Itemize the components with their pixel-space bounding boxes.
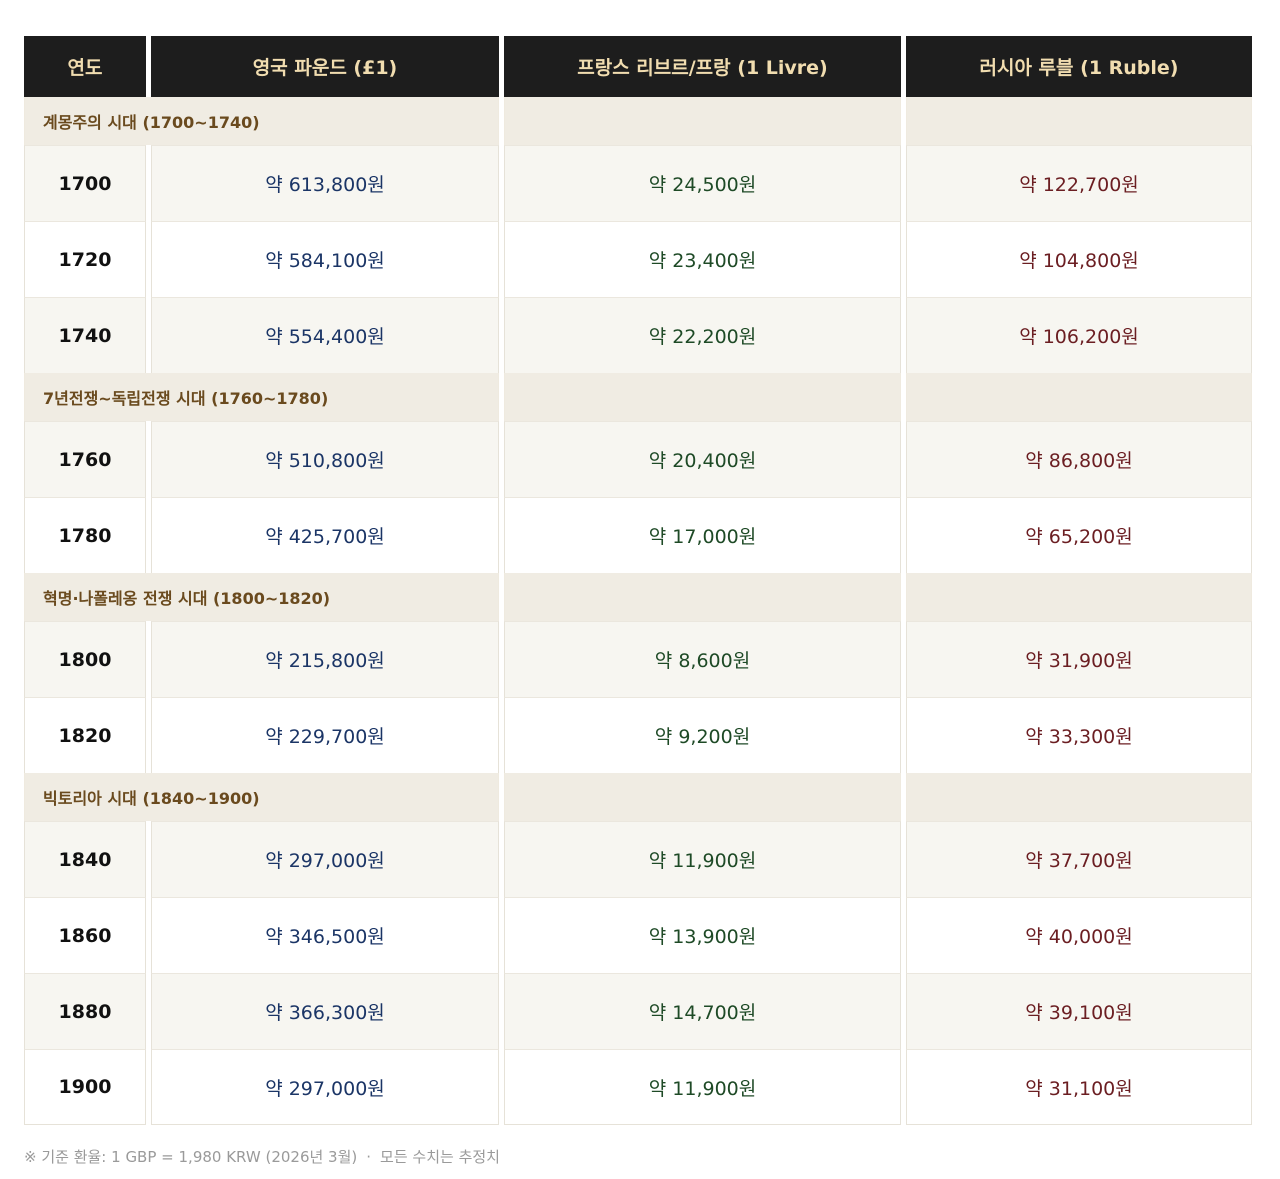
rub-value: 약 65,200원 <box>906 497 1252 573</box>
year-cell: 1740 <box>24 297 146 373</box>
era-empty-cell <box>504 573 901 621</box>
frf-value: 약 11,900원 <box>504 821 901 897</box>
table-row: 1740 약 554,400원 약 22,200원 약 106,200원 <box>24 297 1252 373</box>
footnote-separator: · <box>366 1148 372 1166</box>
frf-value: 약 11,900원 <box>504 1049 901 1125</box>
year-cell: 1820 <box>24 697 146 773</box>
rub-value: 약 86,800원 <box>906 421 1252 497</box>
frf-value: 약 14,700원 <box>504 973 901 1049</box>
header-frf: 프랑스 리브르/프랑 (1 Livre) <box>504 36 901 97</box>
year-cell: 1700 <box>24 145 146 221</box>
year-cell: 1900 <box>24 1049 146 1125</box>
era-label: 혁명·나폴레옹 전쟁 시대 (1800~1820) <box>43 589 331 608</box>
era-label-cell: 계몽주의 시대 (1700~1740) <box>24 97 499 145</box>
era-row: 계몽주의 시대 (1700~1740) <box>24 97 1252 145</box>
table-body: 계몽주의 시대 (1700~1740) 1700 약 613,800원 약 24,50… <box>24 97 1252 1125</box>
frf-value: 약 17,000원 <box>504 497 901 573</box>
year-cell: 1780 <box>24 497 146 573</box>
era-empty-cell <box>906 573 1252 621</box>
gbp-value: 약 584,100원 <box>151 221 499 297</box>
frf-value: 약 13,900원 <box>504 897 901 973</box>
footnote: ※ 기준 환율: 1 GBP = 1,980 KRW (2026년 3월) · 모든… <box>24 1146 500 1167</box>
rub-value: 약 31,900원 <box>906 621 1252 697</box>
era-label-cell: 7년전쟁~독립전쟁 시대 (1760~1780) <box>24 373 499 421</box>
year-cell: 1840 <box>24 821 146 897</box>
gbp-value: 약 346,500원 <box>151 897 499 973</box>
era-row: 혁명·나폴레옹 전쟁 시대 (1800~1820) <box>24 573 1252 621</box>
header-gbp: 영국 파운드 (£1) <box>151 36 499 97</box>
era-label-cell: 혁명·나폴레옹 전쟁 시대 (1800~1820) <box>24 573 499 621</box>
era-empty-cell <box>906 773 1252 821</box>
frf-value: 약 20,400원 <box>504 421 901 497</box>
frf-value: 약 24,500원 <box>504 145 901 221</box>
era-empty-cell <box>906 373 1252 421</box>
exchange-table-container: 연도 영국 파운드 (£1) 프랑스 리브르/프랑 (1 Livre) 러시아 … <box>24 36 1252 1125</box>
header-year: 연도 <box>24 36 146 97</box>
frf-value: 약 23,400원 <box>504 221 901 297</box>
gbp-value: 약 215,800원 <box>151 621 499 697</box>
table-row: 1820 약 229,700원 약 9,200원 약 33,300원 <box>24 697 1252 773</box>
gbp-value: 약 229,700원 <box>151 697 499 773</box>
era-row: 7년전쟁~독립전쟁 시대 (1760~1780) <box>24 373 1252 421</box>
era-label: 계몽주의 시대 (1700~1740) <box>43 113 260 132</box>
historical-exchange-table: 연도 영국 파운드 (£1) 프랑스 리브르/프랑 (1 Livre) 러시아 … <box>19 36 1257 1125</box>
gbp-value: 약 554,400원 <box>151 297 499 373</box>
table-row: 1800 약 215,800원 약 8,600원 약 31,900원 <box>24 621 1252 697</box>
year-cell: 1860 <box>24 897 146 973</box>
table-row: 1880 약 366,300원 약 14,700원 약 39,100원 <box>24 973 1252 1049</box>
year-cell: 1880 <box>24 973 146 1049</box>
rub-value: 약 40,000원 <box>906 897 1252 973</box>
gbp-value: 약 297,000원 <box>151 1049 499 1125</box>
rub-value: 약 37,700원 <box>906 821 1252 897</box>
header-rub: 러시아 루블 (1 Ruble) <box>906 36 1252 97</box>
gbp-value: 약 366,300원 <box>151 973 499 1049</box>
table-row: 1760 약 510,800원 약 20,400원 약 86,800원 <box>24 421 1252 497</box>
era-row: 빅토리아 시대 (1840~1900) <box>24 773 1252 821</box>
rub-value: 약 31,100원 <box>906 1049 1252 1125</box>
table-row: 1900 약 297,000원 약 11,900원 약 31,100원 <box>24 1049 1252 1125</box>
table-row: 1700 약 613,800원 약 24,500원 약 122,700원 <box>24 145 1252 221</box>
era-empty-cell <box>906 97 1252 145</box>
year-cell: 1800 <box>24 621 146 697</box>
table-row: 1720 약 584,100원 약 23,400원 약 104,800원 <box>24 221 1252 297</box>
frf-value: 약 22,200원 <box>504 297 901 373</box>
gbp-value: 약 297,000원 <box>151 821 499 897</box>
year-cell: 1720 <box>24 221 146 297</box>
table-header: 연도 영국 파운드 (£1) 프랑스 리브르/프랑 (1 Livre) 러시아 … <box>24 36 1252 97</box>
footnote-note: 모든 수치는 추정치 <box>380 1148 500 1166</box>
era-label: 빅토리아 시대 (1840~1900) <box>43 789 260 808</box>
frf-value: 약 9,200원 <box>504 697 901 773</box>
era-empty-cell <box>504 773 901 821</box>
rub-value: 약 106,200원 <box>906 297 1252 373</box>
era-empty-cell <box>504 97 901 145</box>
rub-value: 약 122,700원 <box>906 145 1252 221</box>
gbp-value: 약 425,700원 <box>151 497 499 573</box>
rub-value: 약 104,800원 <box>906 221 1252 297</box>
gbp-value: 약 613,800원 <box>151 145 499 221</box>
era-label: 7년전쟁~독립전쟁 시대 (1760~1780) <box>43 389 329 408</box>
header-row: 연도 영국 파운드 (£1) 프랑스 리브르/프랑 (1 Livre) 러시아 … <box>24 36 1252 97</box>
table-row: 1840 약 297,000원 약 11,900원 약 37,700원 <box>24 821 1252 897</box>
table-row: 1860 약 346,500원 약 13,900원 약 40,000원 <box>24 897 1252 973</box>
era-label-cell: 빅토리아 시대 (1840~1900) <box>24 773 499 821</box>
gbp-value: 약 510,800원 <box>151 421 499 497</box>
frf-value: 약 8,600원 <box>504 621 901 697</box>
table-row: 1780 약 425,700원 약 17,000원 약 65,200원 <box>24 497 1252 573</box>
year-cell: 1760 <box>24 421 146 497</box>
rub-value: 약 39,100원 <box>906 973 1252 1049</box>
era-empty-cell <box>504 373 901 421</box>
footnote-basis: ※ 기준 환율: 1 GBP = 1,980 KRW (2026년 3월) <box>24 1148 358 1166</box>
rub-value: 약 33,300원 <box>906 697 1252 773</box>
